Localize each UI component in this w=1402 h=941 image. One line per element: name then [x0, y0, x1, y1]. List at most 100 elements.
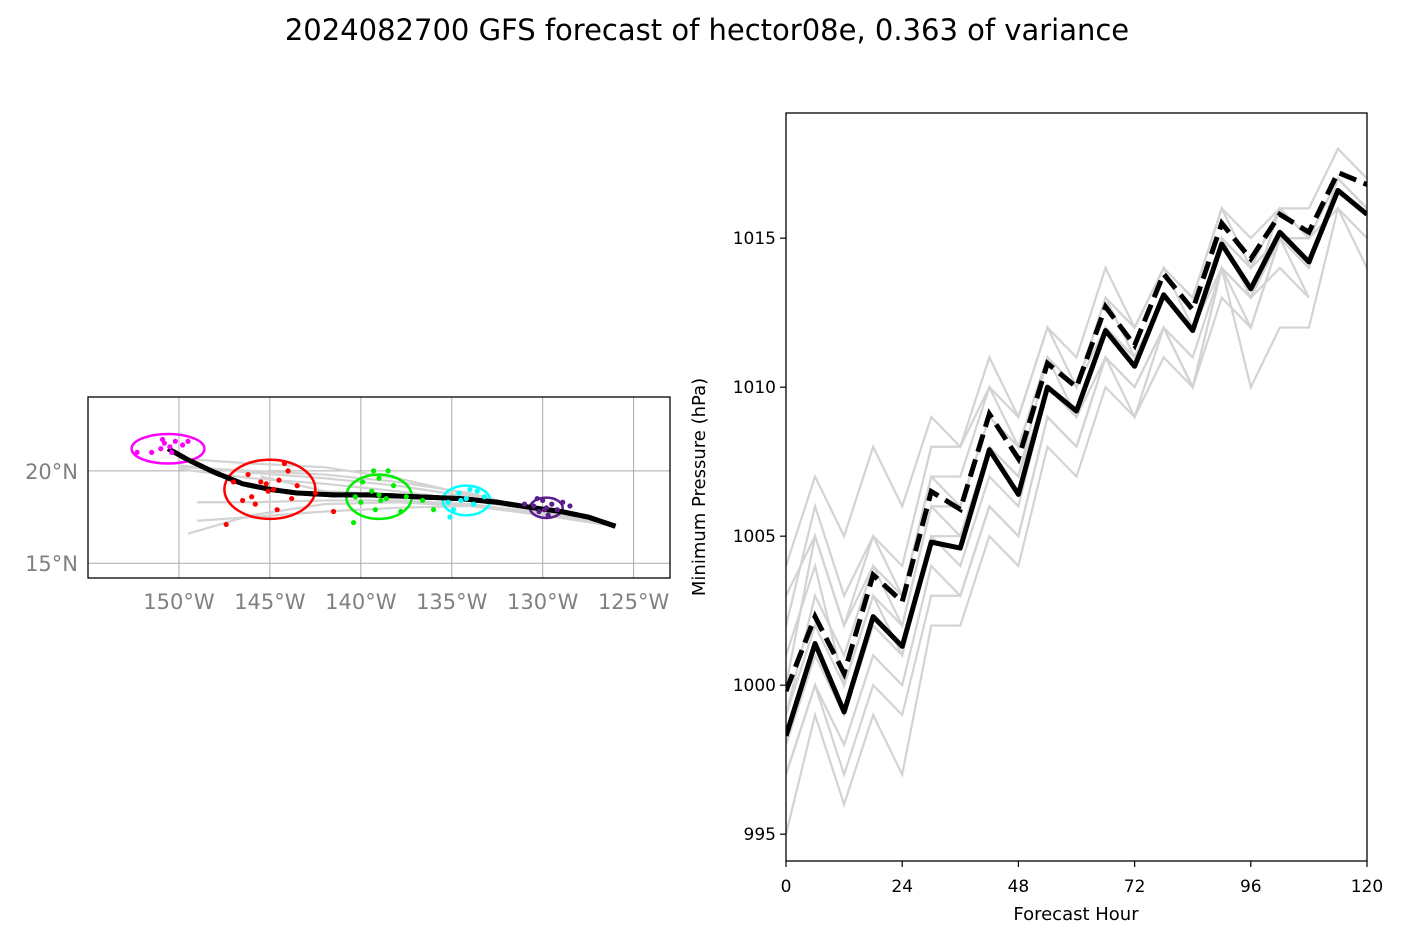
cluster-point-24h: [252, 501, 258, 507]
cluster-point-24h: [294, 483, 300, 489]
map-tick-labels: 150°W 145°W 140°W 135°W 130°W 125°W 15°N 20°N: [25, 460, 669, 614]
cluster-point-48h: [376, 492, 382, 498]
cluster-point-24h: [263, 481, 269, 487]
cluster-point-24h: [289, 495, 295, 502]
cluster-point-72h: [463, 495, 469, 502]
cluster-point-48h: [372, 507, 378, 513]
map-lon-tick-label: 140°W: [325, 590, 397, 614]
map-lon-tick-label: 145°W: [234, 590, 306, 614]
cluster-point-48h: [350, 519, 357, 526]
x-tick-label: 24: [891, 877, 913, 897]
mean-track-dashed: [166, 446, 617, 529]
cluster-point-96h: [560, 499, 566, 505]
ensemble-track: [197, 499, 616, 528]
y-tick-label: 1005: [733, 527, 776, 547]
cluster-point-24h: [245, 471, 251, 478]
map-lon-tick-label: 130°W: [507, 590, 579, 614]
cluster-point-48h: [376, 475, 382, 481]
x-tick-label: 120: [1351, 877, 1383, 897]
cluster-point-96h: [530, 503, 537, 509]
cluster-point-96h: [540, 497, 546, 504]
chart-ticks: 0 24 48 72 96 120 995 1000 1005 1010 1015: [733, 229, 1383, 897]
cluster-point-96h: [536, 508, 542, 515]
cluster-point-48h: [352, 494, 358, 500]
cluster-point-24h: [249, 494, 255, 500]
map-lat-tick-label: 20°N: [25, 460, 78, 484]
map-lon-tick-label: 135°W: [416, 590, 488, 614]
chart-frame: [785, 112, 1368, 862]
cluster-point-24h: [239, 497, 246, 504]
figure-title: 2024082700 GFS forecast of hector08e, 0.…: [285, 13, 1129, 47]
cluster-point-0h: [172, 438, 178, 444]
cluster-point-24h: [312, 490, 318, 496]
cluster-point-24h: [265, 488, 271, 494]
y-axis-label: Minimum Pressure (hPa): [689, 378, 710, 596]
cluster-point-0h: [167, 444, 173, 450]
ensemble-pressure-line: [786, 146, 1367, 567]
cluster-point-72h: [467, 486, 473, 492]
cluster-point-48h: [430, 507, 437, 513]
cluster-point-96h: [541, 507, 548, 513]
cluster-point-96h: [549, 501, 555, 507]
cluster-point-72h: [456, 490, 462, 496]
cluster-point-72h: [481, 494, 488, 500]
cluster-point-48h: [403, 494, 409, 500]
x-tick-label: 96: [1240, 877, 1262, 897]
map-frame: [87, 396, 671, 579]
cluster-point-72h: [474, 488, 480, 494]
cluster-point-24h: [281, 460, 288, 467]
ensemble-pressure-line: [786, 176, 1367, 716]
map-lat-tick-label: 15°N: [25, 552, 78, 576]
cluster-point-72h: [450, 507, 457, 513]
cluster-point-0h: [149, 449, 155, 456]
track-map-panel: 150°W 145°W 140°W 135°W 130°W 125°W 15°N 20°N: [25, 396, 671, 614]
y-tick-label: 1015: [733, 229, 776, 249]
cluster-point-96h: [534, 495, 540, 502]
ensemble-pressure-line: [786, 206, 1367, 835]
ensemble-pressure-line: [786, 208, 1340, 779]
cluster-point-0h: [179, 442, 186, 448]
cluster-point-48h: [385, 468, 391, 474]
cluster-point-72h: [445, 499, 451, 505]
map-lon-tick-label: 125°W: [598, 590, 670, 614]
cluster-point-0h: [134, 449, 140, 456]
map-gridlines: [88, 397, 670, 578]
cluster-point-96h: [554, 507, 560, 513]
cluster-ellipse-24h: [223, 458, 317, 521]
cluster-point-48h: [420, 497, 426, 504]
cluster-point-48h: [378, 497, 384, 504]
cluster-point-24h: [230, 479, 237, 485]
x-tick-label: 48: [1008, 877, 1030, 897]
cluster-point-24h: [330, 508, 337, 515]
cluster-ellipse-0h: [130, 432, 206, 465]
x-tick-label: 0: [781, 877, 792, 897]
cluster-point-24h: [285, 468, 291, 474]
x-tick-label: 72: [1124, 877, 1146, 897]
cluster-point-24h: [270, 486, 277, 492]
cluster-point-48h: [383, 495, 389, 502]
cluster-point-24h: [258, 479, 264, 485]
cluster-point-48h: [369, 488, 375, 494]
ensemble-pressure-line: [786, 176, 1367, 626]
cluster-point-72h: [447, 514, 453, 520]
cluster-point-24h: [276, 477, 282, 483]
cluster-point-48h: [360, 479, 366, 485]
cluster-point-96h: [567, 503, 573, 509]
y-tick-label: 1010: [733, 378, 776, 398]
ensemble-pressure-line: [786, 206, 1310, 629]
pressure-chart-panel: 0 24 48 72 96 120 995 1000 1005 1010 1015 Forecast…: [689, 112, 1383, 925]
cluster-point-48h: [358, 499, 364, 505]
ensemble-pressure-line: [786, 265, 1310, 746]
cluster-point-0h: [158, 446, 164, 452]
cluster-point-0h: [159, 436, 166, 443]
cluster-point-96h: [521, 501, 528, 507]
pressure-lines: [786, 146, 1367, 835]
y-tick-label: 995: [744, 825, 776, 845]
cluster-point-48h: [390, 483, 397, 489]
mean-pressure-dashed-line: [786, 169, 1367, 693]
cluster-point-24h: [274, 507, 280, 513]
cluster-point-48h: [370, 468, 377, 474]
cluster-point-0h: [169, 449, 175, 456]
map-lon-tick-label: 150°W: [143, 590, 215, 614]
